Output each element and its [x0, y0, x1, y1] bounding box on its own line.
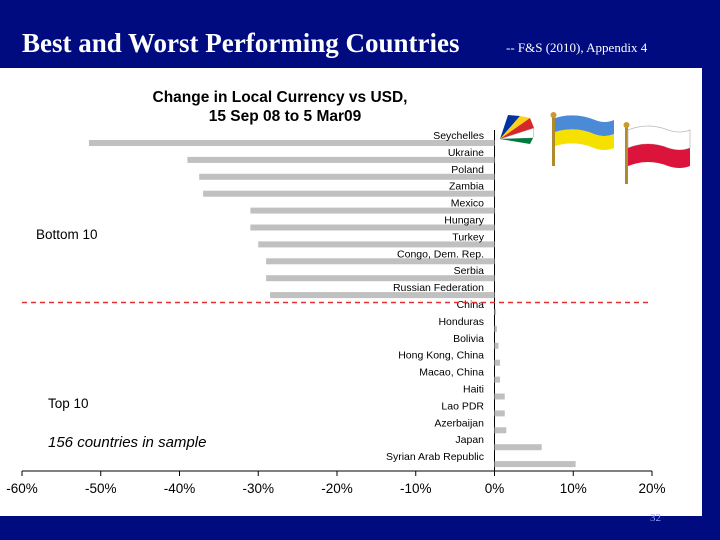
flag-group — [499, 112, 691, 184]
category-label: Zambia — [449, 181, 484, 193]
category-label: Seychelles — [433, 130, 484, 142]
category-label: Japan — [455, 434, 484, 446]
x-tick-label: -40% — [164, 481, 196, 496]
bottom-group-label: Bottom 10 — [36, 227, 98, 242]
slide-title: Best and Worst Performing Countries — [22, 28, 460, 58]
category-label: Turkey — [452, 231, 484, 243]
x-tick-label: -20% — [321, 481, 353, 496]
x-tick-label: -30% — [242, 481, 274, 496]
x-tick-label: 0% — [485, 481, 505, 496]
x-tick-label: 10% — [560, 481, 587, 496]
category-label: Russian Federation — [393, 282, 484, 294]
bar — [258, 241, 495, 248]
bar — [494, 393, 505, 400]
bar — [270, 292, 495, 299]
chart-title-line1: Change in Local Currency vs USD, — [153, 89, 408, 106]
bar — [494, 376, 501, 383]
bar — [494, 342, 499, 349]
category-label: Honduras — [438, 316, 484, 328]
category-label: Azerbaijan — [434, 417, 484, 429]
page-number: 32 — [650, 512, 661, 524]
category-label: Hungary — [444, 215, 484, 227]
category-label: Poland — [451, 164, 484, 176]
bar — [494, 410, 505, 417]
x-tick-label: -60% — [6, 481, 38, 496]
bar — [494, 309, 497, 315]
slide-title-bar: Best and Worst Performing Countries -- F… — [0, 0, 720, 68]
category-label: Haiti — [463, 384, 484, 396]
chart-title-line2: 15 Sep 08 to 5 Mar09 — [209, 108, 362, 125]
top-group-label: Top 10 — [48, 396, 89, 411]
bar — [494, 427, 507, 434]
bar — [494, 325, 497, 332]
category-label: Hong Kong, China — [398, 350, 484, 362]
chart-panel: Change in Local Currency vs USD, 15 Sep 0… — [0, 68, 702, 516]
sample-note: 156 countries in sample — [48, 434, 206, 451]
bar — [199, 173, 495, 180]
bar — [494, 359, 501, 366]
category-label: Macao, China — [419, 367, 484, 379]
seychelles-flag — [499, 115, 535, 144]
category-label: China — [457, 299, 485, 311]
bar — [250, 207, 495, 214]
bar-chart: Change in Local Currency vs USD, 15 Sep 0… — [6, 89, 691, 496]
x-tick-label: -10% — [400, 481, 432, 496]
x-tick-label: 20% — [638, 481, 665, 496]
ukraine-flag — [550, 112, 614, 166]
poland-flag — [623, 122, 691, 184]
category-label: Syrian Arab Republic — [386, 451, 484, 463]
category-label: Bolivia — [453, 333, 484, 345]
bar — [88, 140, 495, 146]
x-tick-label: -50% — [85, 481, 117, 496]
bar — [187, 156, 495, 163]
bar — [494, 444, 542, 451]
category-label: Congo, Dem. Rep. — [397, 248, 484, 260]
category-label: Ukraine — [448, 147, 484, 159]
category-label: Serbia — [454, 265, 485, 277]
category-label: Lao PDR — [441, 400, 484, 412]
category-label: Mexico — [451, 198, 484, 210]
bar — [494, 461, 576, 468]
bar — [266, 275, 495, 282]
slide-subtitle: -- F&S (2010), Appendix 4 — [506, 40, 648, 55]
bar — [203, 190, 495, 197]
bar — [266, 258, 495, 265]
bar — [250, 224, 495, 231]
